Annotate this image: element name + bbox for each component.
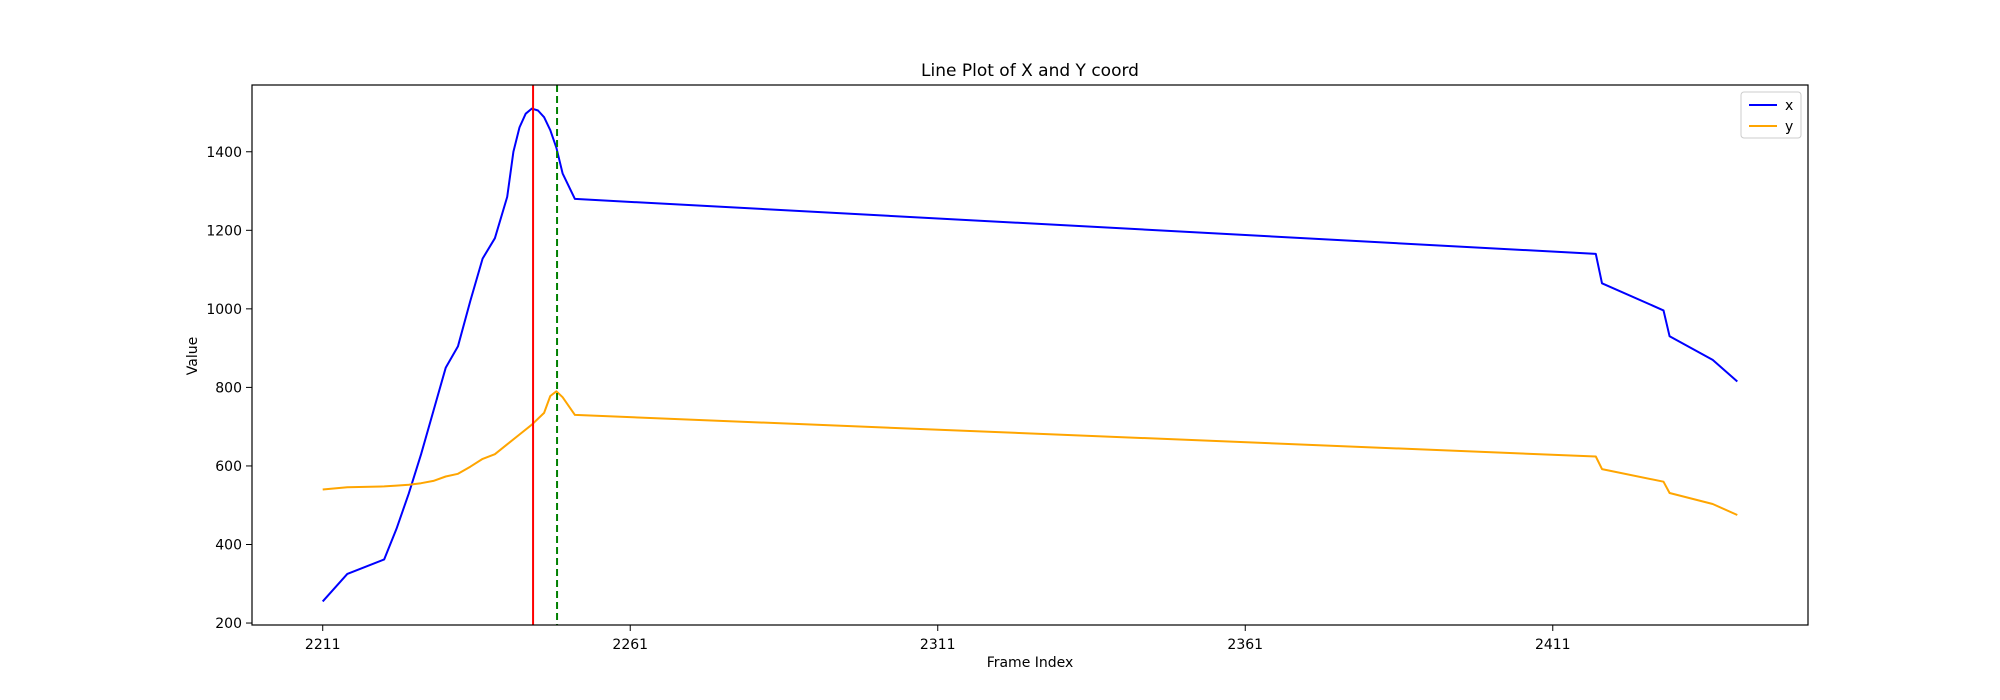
y-axis-label: Value xyxy=(185,337,201,375)
y-tick-label: 400 xyxy=(215,537,242,553)
y-tick-label: 1400 xyxy=(206,145,242,161)
y-tick-label: 1200 xyxy=(206,223,242,239)
x-axis-label: Frame Index xyxy=(987,655,1074,671)
chart-title: Line Plot of X and Y coord xyxy=(921,61,1139,81)
legend: xy xyxy=(1740,91,1802,139)
y-tick-label: 200 xyxy=(215,616,242,632)
plot-frame xyxy=(251,84,1809,626)
x-tick-label: 2261 xyxy=(612,637,648,653)
series-line-y xyxy=(322,390,1738,516)
y-tick-label: 600 xyxy=(215,459,242,475)
y-tick-label: 800 xyxy=(215,380,242,396)
axes: 2211 2261 2311 2361 2411 200 400 600 800 1000 1200… xyxy=(206,145,1570,653)
y-tick-label: 1000 xyxy=(206,302,242,318)
x-tick-label: 2411 xyxy=(1535,637,1571,653)
legend-label-y: y xyxy=(1785,119,1793,135)
x-tick-label: 2361 xyxy=(1227,637,1263,653)
x-tick-label: 2311 xyxy=(920,637,956,653)
legend-label-x: x xyxy=(1785,98,1793,114)
x-tick-label: 2211 xyxy=(305,637,341,653)
plot-area xyxy=(321,85,1738,625)
